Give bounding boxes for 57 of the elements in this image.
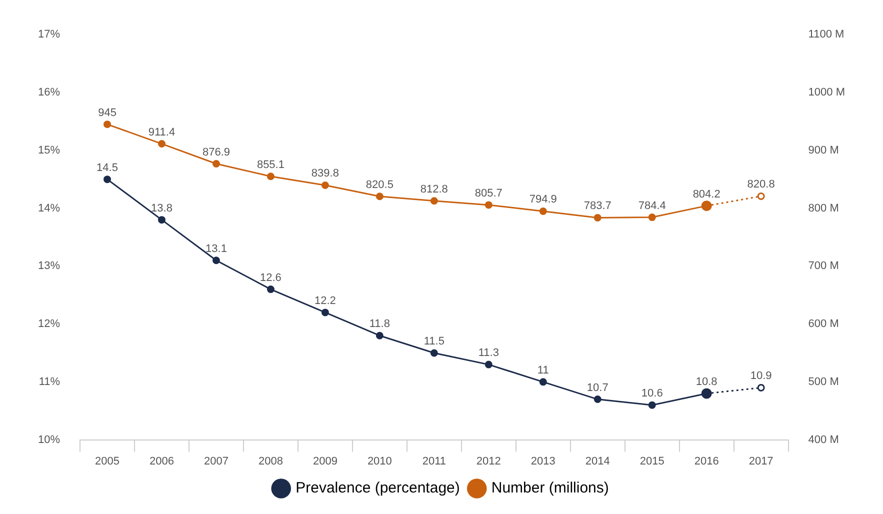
legend-label: Prevalence (percentage) [296, 480, 460, 497]
y2-tick-label: 600 M [808, 318, 839, 330]
y-tick-label: 10% [38, 434, 60, 446]
y-tick-label: 12% [38, 318, 60, 330]
data-label: 784.4 [638, 200, 666, 212]
data-label: 11.8 [369, 318, 390, 330]
data-label: 820.5 [366, 178, 394, 191]
x-tick-label: 2012 [476, 455, 501, 468]
x-tick-label: 2006 [150, 455, 174, 468]
data-label: 14.5 [96, 162, 118, 174]
data-label: 783.7 [584, 200, 612, 212]
x-tick-label: 2013 [530, 455, 556, 468]
y2-tick-label: 500 M [808, 376, 839, 388]
x-tick-label: 2016 [694, 455, 719, 468]
data-label: 820.8 [747, 178, 775, 191]
data-label: 12.6 [260, 272, 282, 284]
y2-tick-label: 1100 M [808, 28, 844, 41]
y2-tick-label: 700 M [808, 260, 839, 272]
data-label: 805.7 [474, 187, 502, 200]
data-label: 911.4 [148, 126, 176, 138]
x-tick-label: 2005 [95, 455, 120, 468]
data-label: 11 [537, 364, 549, 376]
data-label: 794.9 [529, 194, 557, 206]
y-tick-label: 14% [38, 202, 60, 214]
x-tick-label: 2009 [312, 455, 338, 468]
y-tick-label: 16% [38, 86, 60, 99]
data-label: 945 [98, 106, 116, 119]
x-tick-label: 2011 [422, 455, 446, 468]
data-label: 839.8 [311, 168, 339, 180]
data-label: 10.7 [586, 382, 608, 394]
y-tick-label: 15% [38, 144, 60, 156]
data-label: 804.2 [692, 188, 720, 200]
y2-tick-label: 1000 M [808, 86, 846, 99]
data-label: 10.6 [641, 388, 663, 400]
data-label: 11.5 [424, 336, 444, 348]
x-tick-label: 2017 [748, 455, 774, 468]
y2-tick-label: 800 M [808, 202, 839, 214]
x-tick-label: 2007 [204, 455, 228, 468]
y2-tick-label: 900 M [808, 144, 839, 156]
x-tick-label: 2015 [640, 455, 664, 468]
y2-tick-label: 400 M [808, 434, 839, 446]
y-tick-label: 17% [38, 28, 60, 41]
x-tick-label: 2010 [367, 455, 392, 468]
data-label: 12.2 [314, 294, 336, 307]
legend-label: Number (millions) [491, 480, 609, 497]
data-label: 855.1 [256, 158, 284, 171]
x-tick-label: 2008 [258, 455, 283, 468]
data-label: 13.8 [151, 202, 172, 214]
data-label: 10.9 [750, 370, 772, 382]
data-label: 13.1 [206, 242, 227, 255]
data-label: 812.8 [420, 183, 448, 196]
data-label: 10.8 [696, 376, 718, 388]
data-label: 876.9 [202, 146, 230, 158]
y-tick-label: 13% [38, 260, 60, 272]
x-tick-label: 2014 [585, 455, 610, 468]
y-tick-label: 11% [38, 376, 60, 388]
data-label: 11.3 [478, 347, 499, 360]
